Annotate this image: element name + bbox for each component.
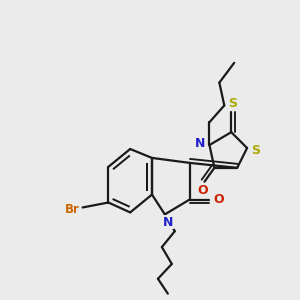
- Text: O: O: [197, 184, 208, 197]
- Text: Br: Br: [65, 203, 80, 216]
- Text: N: N: [195, 136, 206, 150]
- Text: S: S: [228, 97, 237, 110]
- Text: N: N: [163, 216, 173, 229]
- Text: S: S: [251, 143, 260, 157]
- Text: O: O: [213, 193, 224, 206]
